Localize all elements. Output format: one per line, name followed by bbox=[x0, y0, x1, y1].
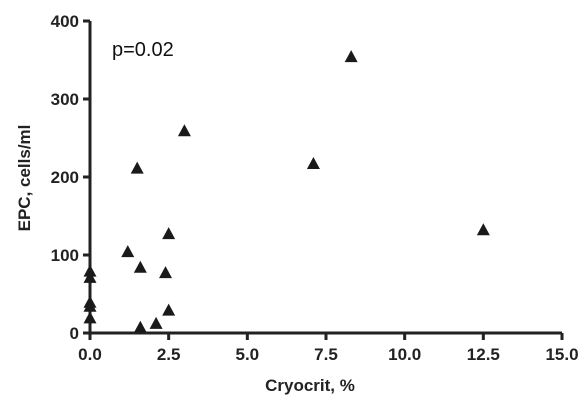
y-tick-label: 0 bbox=[70, 324, 79, 343]
data-point-triangle bbox=[133, 260, 147, 273]
data-point-triangle bbox=[83, 264, 97, 277]
x-tick-label: 0.0 bbox=[78, 345, 102, 364]
y-tick-label: 300 bbox=[51, 90, 79, 109]
data-point-triangle bbox=[130, 161, 144, 174]
data-point-triangle bbox=[149, 316, 163, 329]
x-tick-label: 15.0 bbox=[545, 345, 578, 364]
x-tick-label: 10.0 bbox=[388, 345, 421, 364]
data-point-triangle bbox=[306, 156, 320, 169]
y-tick-label: 200 bbox=[51, 168, 79, 187]
y-ticks: 0 100 200 300 400 bbox=[51, 12, 90, 343]
data-point-triangle bbox=[121, 245, 135, 258]
x-ticks: 0.0 2.5 5.0 7.5 10.0 12.5 15.0 bbox=[78, 333, 579, 364]
data-point-triangle bbox=[83, 311, 97, 324]
data-point-triangle bbox=[133, 320, 147, 333]
x-tick-label: 12.5 bbox=[467, 345, 500, 364]
data-point-triangle bbox=[162, 227, 176, 240]
data-point-triangle bbox=[162, 303, 176, 316]
y-tick-label: 100 bbox=[51, 246, 79, 265]
data-point-triangle bbox=[344, 50, 358, 63]
x-tick-label: 2.5 bbox=[157, 345, 181, 364]
x-axis-title: Cryocrit, % bbox=[265, 376, 355, 395]
data-points bbox=[83, 50, 490, 333]
data-point-triangle bbox=[476, 223, 490, 236]
p-value-annotation: p=0.02 bbox=[112, 39, 174, 61]
data-point-triangle bbox=[177, 124, 191, 137]
data-point-triangle bbox=[83, 299, 97, 312]
y-axis-title: EPC, cells/ml bbox=[15, 125, 34, 232]
x-tick-label: 7.5 bbox=[314, 345, 338, 364]
data-point-triangle bbox=[159, 266, 173, 279]
y-tick-label: 400 bbox=[51, 12, 79, 31]
data-point-triangle bbox=[83, 270, 97, 283]
x-tick-label: 5.0 bbox=[236, 345, 260, 364]
